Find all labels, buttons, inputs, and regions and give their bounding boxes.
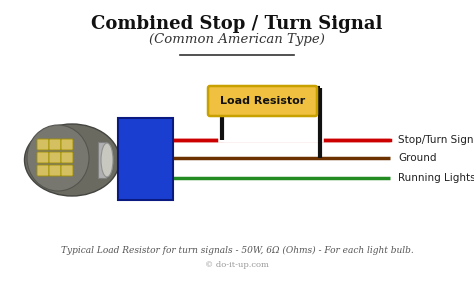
FancyBboxPatch shape	[37, 165, 49, 176]
Ellipse shape	[25, 124, 119, 196]
Text: Typical Load Resistor for turn signals - 50W, 6Ω (Ohms) - For each light bulb.: Typical Load Resistor for turn signals -…	[61, 245, 413, 255]
FancyBboxPatch shape	[208, 86, 317, 116]
Ellipse shape	[27, 125, 89, 191]
Text: Load Resistor: Load Resistor	[220, 96, 305, 106]
FancyBboxPatch shape	[49, 139, 61, 150]
Text: Running Lights: Running Lights	[398, 173, 474, 183]
FancyBboxPatch shape	[49, 152, 61, 163]
FancyBboxPatch shape	[61, 139, 73, 150]
Text: Combined Stop / Turn Signal: Combined Stop / Turn Signal	[91, 15, 383, 33]
FancyBboxPatch shape	[37, 139, 49, 150]
FancyBboxPatch shape	[61, 152, 73, 163]
Ellipse shape	[101, 143, 113, 177]
FancyBboxPatch shape	[61, 165, 73, 176]
Text: Ground: Ground	[398, 153, 437, 163]
Text: (Common American Type): (Common American Type)	[149, 33, 325, 46]
Bar	[118, 118, 173, 200]
Bar	[98, 142, 106, 178]
FancyBboxPatch shape	[37, 152, 49, 163]
Text: © do-it-up.com: © do-it-up.com	[205, 261, 269, 269]
Text: Stop/Turn Signal: Stop/Turn Signal	[398, 135, 474, 145]
FancyBboxPatch shape	[49, 165, 61, 176]
